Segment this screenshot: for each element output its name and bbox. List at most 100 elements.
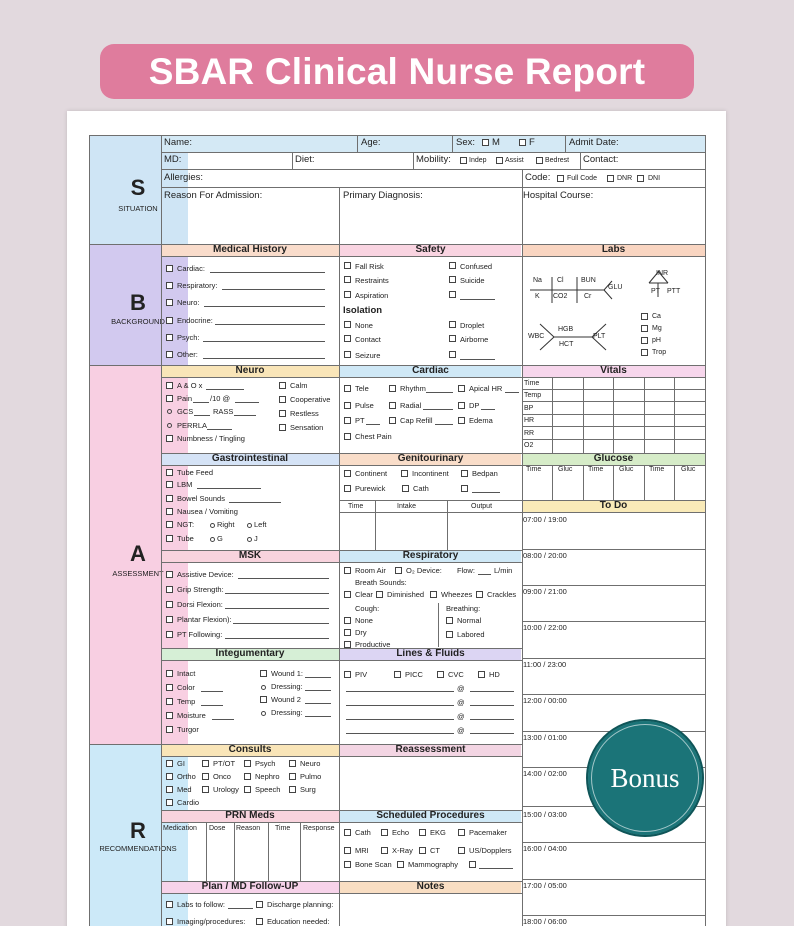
consult-nephro-checkbox[interactable] [244,773,251,780]
proc-pacemaker-checkbox[interactable] [458,829,465,836]
radial-checkbox[interactable] [389,402,396,409]
md-field[interactable]: MD: [164,154,182,165]
proc-bone-scan-checkbox[interactable] [344,861,351,868]
tube-checkbox[interactable] [166,535,173,542]
restless-checkbox[interactable] [279,410,286,417]
gcs-radio[interactable] [167,409,172,414]
discharge-checkbox[interactable] [256,901,263,908]
education-checkbox[interactable] [256,918,263,925]
edema-checkbox[interactable] [458,417,465,424]
color-checkbox[interactable] [166,684,173,691]
mh-neuro-checkbox[interactable] [166,299,173,306]
age-field[interactable]: Age: [361,137,381,148]
perrla-radio[interactable] [167,423,172,428]
dp-checkbox[interactable] [458,402,465,409]
cough-dry-checkbox[interactable] [344,629,351,636]
picc-checkbox[interactable] [394,671,401,678]
nausea-checkbox[interactable] [166,508,173,515]
continent-checkbox[interactable] [344,470,351,477]
tube-j-radio[interactable] [247,537,252,542]
moisture-checkbox[interactable] [166,712,173,719]
seizure-checkbox[interactable] [344,351,351,358]
tele-checkbox[interactable] [344,385,351,392]
consult-surg-checkbox[interactable] [289,786,296,793]
plantar-flexion-checkbox[interactable] [166,616,173,623]
diminished-checkbox[interactable] [376,591,383,598]
tube-g-radio[interactable] [210,537,215,542]
chest-pain-checkbox[interactable] [344,433,351,440]
reason-for-admission-field[interactable]: Reason For Admission: [164,190,263,201]
tube-feed-checkbox[interactable] [166,469,173,476]
trop-checkbox[interactable] [641,349,648,356]
pt-following-checkbox[interactable] [166,631,173,638]
iso-contact-checkbox[interactable] [344,335,351,342]
cvc-checkbox[interactable] [437,671,444,678]
dressing2-radio[interactable] [261,711,266,716]
consult-pulmo-checkbox[interactable] [289,773,296,780]
aox-checkbox[interactable] [166,382,173,389]
consult-ortho-checkbox[interactable] [166,773,173,780]
pulse-checkbox[interactable] [344,402,351,409]
safety-other-checkbox[interactable] [449,291,456,298]
gu-cath-checkbox[interactable] [402,485,409,492]
proc-ct-checkbox[interactable] [419,847,426,854]
wound2-checkbox[interactable] [260,696,267,703]
intact-checkbox[interactable] [166,670,173,677]
clear-checkbox[interactable] [344,591,351,598]
consult-med-checkbox[interactable] [166,786,173,793]
cap-refill-checkbox[interactable] [389,417,396,424]
ngt-checkbox[interactable] [166,521,173,528]
proc-xray-checkbox[interactable] [381,847,388,854]
admit-date-field[interactable]: Admit Date: [569,137,619,148]
assist-checkbox[interactable] [496,157,503,164]
incontinent-checkbox[interactable] [401,470,408,477]
sex-f-checkbox[interactable] [519,139,526,146]
dnr-checkbox[interactable] [607,175,614,182]
hd-checkbox[interactable] [478,671,485,678]
restraints-checkbox[interactable] [344,276,351,283]
iso-none-checkbox[interactable] [344,321,351,328]
suicide-checkbox[interactable] [449,276,456,283]
rhythm-checkbox[interactable] [389,385,396,392]
primary-diagnosis-field[interactable]: Primary Diagnosis: [343,190,423,201]
proc-mri-checkbox[interactable] [344,847,351,854]
imaging-checkbox[interactable] [166,918,173,925]
allergies-field[interactable]: Allergies: [164,172,204,183]
consult-psych-checkbox[interactable] [244,760,251,767]
name-field[interactable]: Name: [164,137,192,148]
mh-respiratory-checkbox[interactable] [166,282,173,289]
bedrest-checkbox[interactable] [536,157,543,164]
grip-strength-checkbox[interactable] [166,586,173,593]
indep-checkbox[interactable] [460,157,467,164]
proc-cath-checkbox[interactable] [344,829,351,836]
mh-other-checkbox[interactable] [166,351,173,358]
ngt-right-radio[interactable] [210,523,215,528]
consult-urology-checkbox[interactable] [202,786,209,793]
dni-checkbox[interactable] [637,175,644,182]
ngt-left-radio[interactable] [247,523,252,528]
mg-checkbox[interactable] [641,325,648,332]
piv-checkbox[interactable] [344,671,351,678]
consult-neuro-checkbox[interactable] [289,760,296,767]
proc-mammo-checkbox[interactable] [397,861,404,868]
consult-speech-checkbox[interactable] [244,786,251,793]
consult-cardio-checkbox[interactable] [166,799,173,806]
lbm-checkbox[interactable] [166,481,173,488]
proc-echo-checkbox[interactable] [381,829,388,836]
diet-field[interactable]: Diet: [295,154,315,165]
bowel-sounds-checkbox[interactable] [166,495,173,502]
o2-device-checkbox[interactable] [395,567,402,574]
sex-m-checkbox[interactable] [482,139,489,146]
crackles-checkbox[interactable] [476,591,483,598]
cough-productive-checkbox[interactable] [344,641,351,648]
temp-checkbox[interactable] [166,698,173,705]
mh-endocrine-checkbox[interactable] [166,317,173,324]
pain-checkbox[interactable] [166,395,173,402]
ca-checkbox[interactable] [641,313,648,320]
apical-hr-checkbox[interactable] [458,385,465,392]
calm-checkbox[interactable] [279,382,286,389]
proc-us-checkbox[interactable] [458,847,465,854]
dressing1-radio[interactable] [261,685,266,690]
confused-checkbox[interactable] [449,262,456,269]
pt-checkbox[interactable] [344,417,351,424]
